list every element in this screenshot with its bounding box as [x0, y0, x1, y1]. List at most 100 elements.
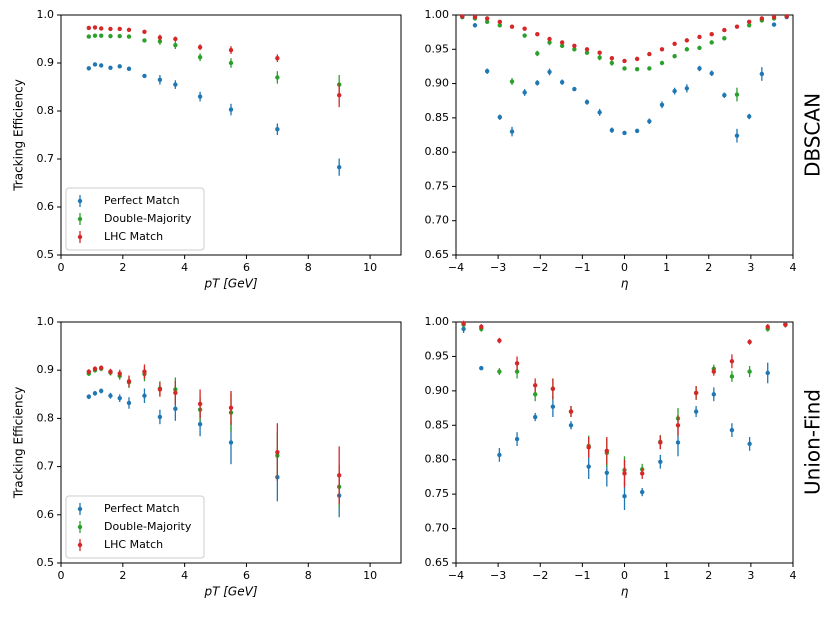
point — [98, 365, 104, 370]
y-tick-label: 0.65 — [425, 248, 450, 261]
point — [117, 395, 122, 401]
legend-swatch — [77, 198, 83, 204]
point — [522, 33, 527, 38]
point — [479, 365, 484, 371]
point — [92, 25, 98, 30]
point — [514, 436, 520, 442]
x-tick-label: 4 — [181, 261, 188, 274]
point — [173, 406, 178, 411]
point — [634, 66, 640, 72]
point — [759, 71, 765, 77]
y-tick-label: 0.70 — [425, 214, 450, 227]
point — [622, 58, 627, 64]
point — [759, 16, 765, 21]
y-tick-label: 0.5 — [37, 556, 55, 569]
point — [197, 421, 203, 427]
point — [572, 86, 577, 92]
point — [622, 471, 627, 476]
point — [729, 427, 735, 433]
legend-swatch — [77, 216, 83, 222]
point — [336, 92, 342, 98]
point — [275, 75, 280, 80]
y-tick-label: 0.5 — [37, 248, 55, 261]
point — [547, 69, 552, 75]
x-tick-label: 0 — [621, 261, 628, 274]
point — [609, 60, 615, 66]
point — [765, 324, 770, 330]
point — [568, 409, 574, 414]
point — [771, 14, 777, 20]
point — [547, 40, 552, 45]
point — [509, 129, 515, 134]
point — [117, 26, 122, 32]
x-tick-label: 6 — [243, 569, 250, 582]
point — [86, 394, 92, 399]
point — [559, 43, 565, 49]
point — [275, 449, 280, 455]
legend-label: Double-Majority — [104, 212, 192, 225]
x-tick-label: 10 — [363, 261, 377, 274]
point — [108, 393, 113, 398]
point — [514, 369, 520, 374]
point — [532, 414, 538, 420]
point — [86, 66, 92, 71]
point — [729, 359, 735, 364]
point — [584, 99, 590, 105]
x-tick-label: 0 — [621, 569, 628, 582]
y-axis-label: Tracking Efficiency — [12, 79, 26, 192]
point — [709, 32, 714, 37]
point — [275, 56, 280, 61]
point — [684, 86, 690, 91]
point — [126, 66, 132, 71]
point — [142, 393, 147, 398]
point — [697, 45, 702, 51]
point — [157, 77, 163, 83]
y-tick-label: 0.6 — [37, 508, 55, 521]
x-tick-label: 4 — [181, 569, 188, 582]
point — [734, 133, 740, 138]
point — [693, 390, 699, 396]
point — [722, 36, 727, 41]
y-tick-label: 1.0 — [37, 315, 55, 328]
point — [659, 47, 665, 52]
point — [86, 25, 92, 31]
point — [460, 14, 465, 19]
point — [497, 369, 502, 374]
point — [92, 366, 98, 371]
y-tick-label: 0.80 — [425, 145, 450, 158]
point — [173, 43, 178, 48]
legend-box — [65, 495, 205, 559]
y-tick-label: 0.9 — [37, 56, 55, 69]
point — [609, 128, 615, 133]
point — [672, 53, 677, 59]
point — [535, 32, 540, 37]
point — [684, 47, 690, 52]
point — [672, 41, 677, 46]
point — [461, 321, 466, 326]
point — [86, 34, 92, 39]
point — [734, 24, 740, 29]
point — [509, 79, 515, 84]
point — [604, 448, 610, 453]
legend-label: LHC Match — [104, 538, 163, 551]
point — [142, 29, 147, 34]
point — [672, 88, 677, 94]
point — [734, 92, 740, 97]
plot-frame — [60, 321, 402, 564]
y-tick-label: 1.00 — [425, 8, 450, 21]
point — [108, 369, 113, 374]
point — [117, 64, 122, 69]
y-tick-label: 0.7 — [37, 460, 55, 473]
point — [597, 110, 602, 115]
point — [197, 94, 203, 99]
point — [197, 401, 203, 407]
point — [722, 27, 727, 33]
point — [497, 19, 503, 25]
point — [98, 33, 104, 38]
y-tick-label: 0.75 — [425, 179, 450, 192]
point — [532, 392, 538, 397]
legend-label: LHC Match — [104, 230, 163, 243]
x-axis-label: η — [621, 277, 629, 291]
point — [228, 405, 234, 410]
x-tick-label: −4 — [448, 261, 464, 274]
